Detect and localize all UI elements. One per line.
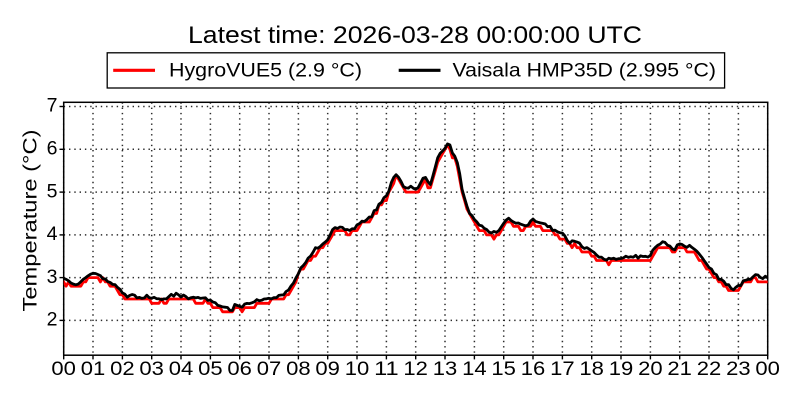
- svg-text:05: 05: [198, 358, 223, 380]
- svg-text:21: 21: [667, 358, 692, 380]
- svg-text:Temperature (°C): Temperature (°C): [20, 130, 42, 312]
- svg-text:15: 15: [491, 358, 516, 380]
- svg-text:10: 10: [345, 358, 370, 380]
- svg-text:16: 16: [521, 358, 546, 380]
- svg-text:Vaisala HMP35D (2.995 °C): Vaisala HMP35D (2.995 °C): [453, 60, 717, 82]
- svg-text:17: 17: [550, 358, 575, 380]
- svg-text:03: 03: [139, 358, 164, 380]
- svg-text:06: 06: [227, 358, 252, 380]
- svg-text:00: 00: [755, 358, 780, 380]
- svg-text:6: 6: [47, 138, 58, 160]
- svg-text:20: 20: [638, 358, 663, 380]
- svg-text:HygroVUE5 (2.9 °C): HygroVUE5 (2.9 °C): [169, 60, 362, 82]
- svg-text:00: 00: [51, 358, 76, 380]
- svg-text:2: 2: [47, 309, 58, 331]
- svg-text:19: 19: [609, 358, 634, 380]
- svg-text:02: 02: [110, 358, 135, 380]
- svg-text:7: 7: [47, 95, 58, 117]
- svg-text:23: 23: [726, 358, 751, 380]
- svg-text:11: 11: [374, 358, 399, 380]
- svg-text:09: 09: [315, 358, 340, 380]
- svg-text:13: 13: [433, 358, 458, 380]
- svg-text:01: 01: [81, 358, 106, 380]
- svg-text:Latest time: 2026-03-28 00:00:: Latest time: 2026-03-28 00:00:00 UTC: [188, 22, 642, 49]
- svg-text:4: 4: [47, 223, 58, 245]
- svg-text:07: 07: [257, 358, 282, 380]
- svg-text:12: 12: [403, 358, 428, 380]
- svg-text:3: 3: [47, 266, 58, 288]
- svg-text:14: 14: [462, 358, 487, 380]
- svg-text:08: 08: [286, 358, 311, 380]
- svg-text:18: 18: [579, 358, 604, 380]
- svg-text:22: 22: [697, 358, 722, 380]
- svg-text:5: 5: [47, 180, 58, 202]
- svg-text:04: 04: [169, 358, 194, 380]
